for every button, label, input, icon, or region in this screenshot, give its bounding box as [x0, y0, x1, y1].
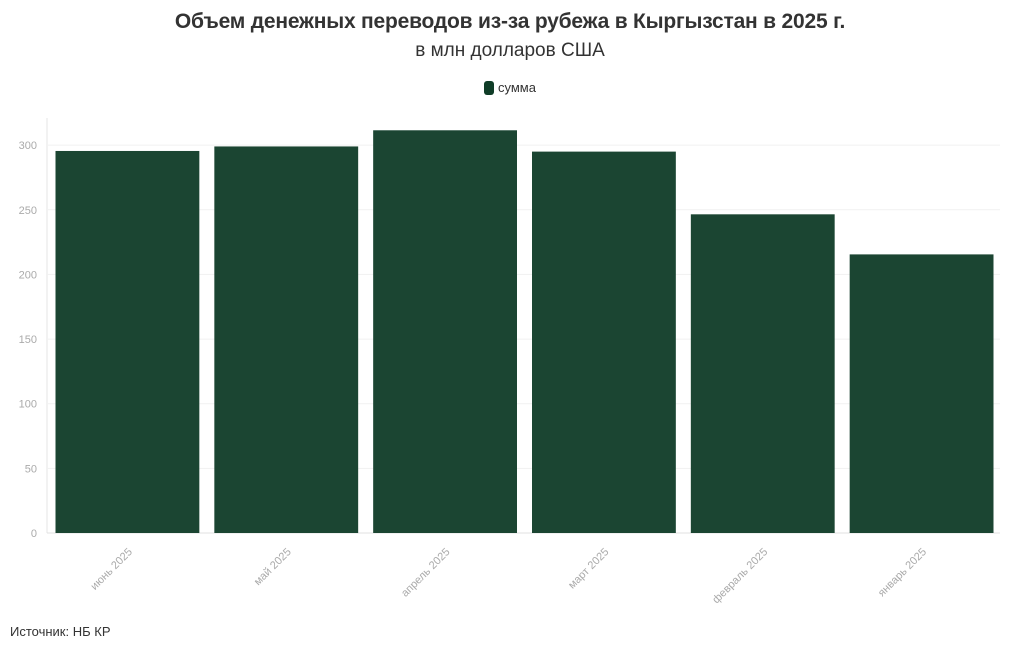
legend-label: сумма: [498, 80, 536, 95]
y-tick-label: 0: [31, 528, 37, 540]
x-tick-label: июнь 2025: [89, 546, 135, 592]
x-tick-label: апрель 2025: [399, 546, 452, 599]
y-tick-label: 50: [25, 463, 37, 475]
chart-subtitle: в млн долларов США: [415, 40, 605, 61]
y-tick-label: 250: [19, 205, 37, 217]
legend-swatch: [484, 80, 495, 95]
chart-title: Объем денежных переводов из-за рубежа в …: [174, 10, 846, 33]
x-tick-label: май 2025: [252, 546, 294, 588]
x-tick-label: январь 2025: [876, 546, 929, 599]
bar: [373, 130, 517, 534]
bar: [214, 146, 359, 533]
y-tick-label: 300: [19, 140, 37, 152]
y-tick-label: 200: [19, 269, 37, 281]
source-note: Источник: НБ КР: [10, 624, 111, 639]
legend: сумма: [0, 80, 1020, 95]
y-tick-label: 150: [19, 334, 37, 346]
y-tick-label: 100: [19, 399, 37, 411]
x-tick-label: март 2025: [566, 546, 611, 591]
bar: [55, 150, 200, 533]
x-tick-label: февраль 2025: [710, 546, 770, 606]
bar: [690, 214, 835, 533]
bar: [849, 254, 994, 533]
bar: [532, 151, 676, 533]
